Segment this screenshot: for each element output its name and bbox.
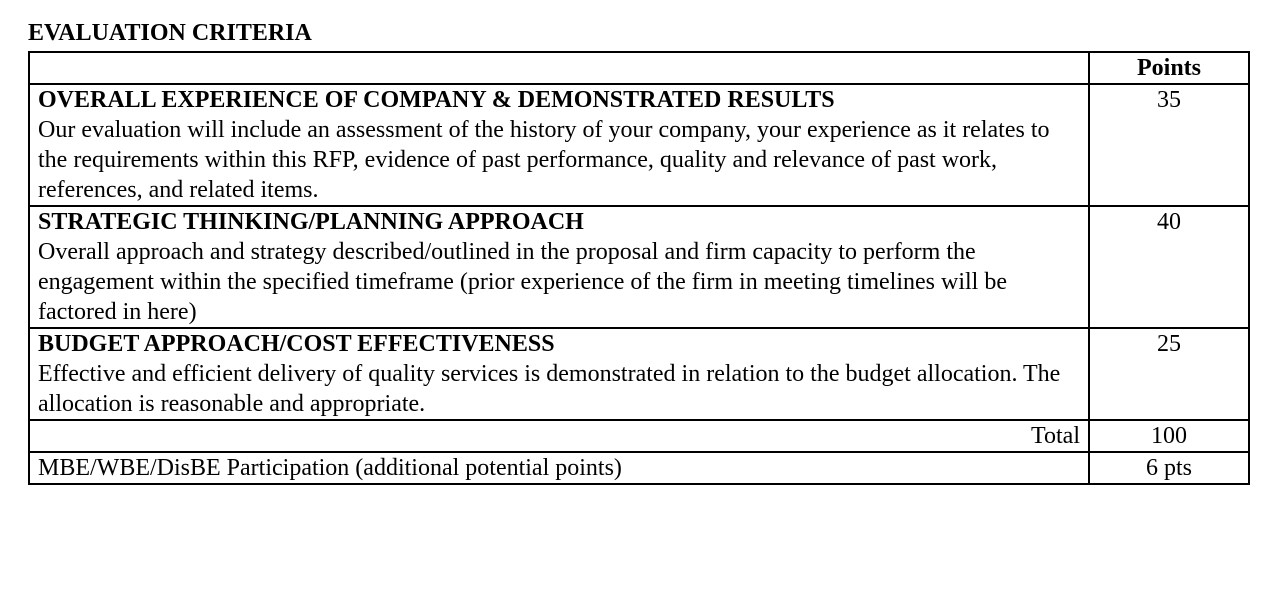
extra-points: 6 pts [1089, 452, 1249, 484]
total-row: Total 100 [29, 420, 1249, 452]
criteria-cell: OVERALL EXPERIENCE OF COMPANY & DEMONSTR… [29, 84, 1089, 206]
criteria-cell: BUDGET APPROACH/COST EFFECTIVENESS Effec… [29, 328, 1089, 420]
criteria-cell: STRATEGIC THINKING/PLANNING APPROACH Ove… [29, 206, 1089, 328]
total-label: Total [29, 420, 1089, 452]
criteria-title: STRATEGIC THINKING/PLANNING APPROACH [38, 209, 584, 235]
criteria-points: 40 [1089, 206, 1249, 328]
header-empty-cell [29, 52, 1089, 84]
criteria-body: Overall approach and strategy described/… [38, 239, 1007, 325]
criteria-points: 25 [1089, 328, 1249, 420]
section-title: EVALUATION CRITERIA [28, 20, 1250, 47]
table-header-row: Points [29, 52, 1249, 84]
total-points: 100 [1089, 420, 1249, 452]
table-row: BUDGET APPROACH/COST EFFECTIVENESS Effec… [29, 328, 1249, 420]
extra-label: MBE/WBE/DisBE Participation (additional … [29, 452, 1089, 484]
criteria-points: 35 [1089, 84, 1249, 206]
criteria-title: OVERALL EXPERIENCE OF COMPANY & DEMONSTR… [38, 87, 835, 113]
extra-row: MBE/WBE/DisBE Participation (additional … [29, 452, 1249, 484]
criteria-title: BUDGET APPROACH/COST EFFECTIVENESS [38, 331, 555, 357]
evaluation-criteria-table: Points OVERALL EXPERIENCE OF COMPANY & D… [28, 51, 1250, 485]
criteria-body: Our evaluation will include an assessmen… [38, 117, 1049, 203]
table-row: STRATEGIC THINKING/PLANNING APPROACH Ove… [29, 206, 1249, 328]
criteria-body: Effective and efficient delivery of qual… [38, 361, 1060, 417]
table-row: OVERALL EXPERIENCE OF COMPANY & DEMONSTR… [29, 84, 1249, 206]
header-points-label: Points [1089, 52, 1249, 84]
